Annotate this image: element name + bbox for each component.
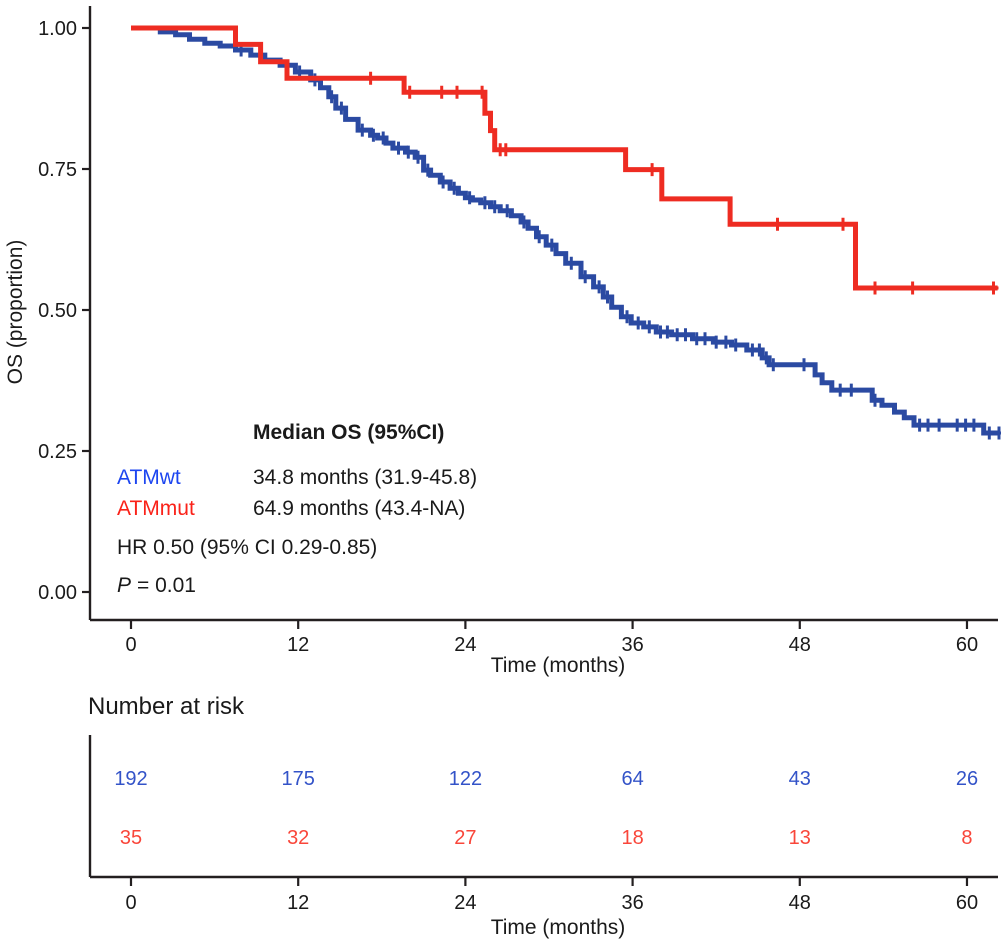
x-tick-label: 48: [789, 634, 811, 656]
risk-table: 0 12 24 36 48 60 Time (months) 192 175 122 64 43 26 3…: [88, 735, 998, 939]
risk-x-axis-title: Time (months): [491, 916, 626, 939]
risk-count-atmwt: 26: [956, 768, 978, 790]
atmmut-series: [131, 25, 999, 295]
atmmut-curve: [131, 25, 998, 291]
risk-count-atmmut: 13: [789, 827, 811, 849]
y-tick-label: 0.50: [38, 300, 77, 322]
risk-x-tick-label: 0: [125, 892, 136, 914]
legend-atmwt-label: ATMwt: [117, 466, 181, 490]
x-tick-label: 12: [287, 634, 309, 656]
risk-count-atmmut: 35: [120, 827, 142, 849]
legend-atmmut-label: ATMmut: [117, 497, 195, 521]
atmmut-median-value: 64.9 months (43.4-NA): [253, 497, 466, 520]
median-os-heading: Median OS (95%CI): [253, 421, 445, 444]
risk-x-tick-label: 36: [621, 892, 643, 914]
y-tick-label: 0.00: [38, 582, 77, 604]
atmwt-label-text: ATMwt: [117, 466, 181, 489]
risk-count-atmmut: 27: [454, 827, 476, 849]
main-axes: 0.00 0.25 0.50 0.75 1.00 0 12 24 36 48 60 Time (mon…: [4, 6, 998, 677]
atmwt-curve: [131, 25, 1001, 436]
y-tick-label: 0.75: [38, 159, 77, 181]
hazard-ratio-text: HR 0.50 (95% CI 0.29-0.85): [117, 536, 378, 559]
x-tick-label: 36: [621, 634, 643, 656]
y-tick-label: 1.00: [38, 18, 77, 40]
p-italic: P: [117, 574, 132, 597]
p-number: = 0.01: [137, 574, 196, 597]
risk-x-tick-label: 48: [789, 892, 811, 914]
atmmut-censor-marks: [365, 71, 999, 295]
atmwt-median-value: 34.8 months (31.9-45.8): [253, 466, 478, 489]
risk-count-atmwt: 64: [621, 768, 643, 790]
risk-count-atmwt: 175: [282, 768, 315, 790]
risk-x-tick-label: 12: [287, 892, 309, 914]
x-tick-label: 24: [454, 634, 476, 656]
atmwt-censor-marks: [236, 43, 1001, 440]
risk-count-atmmut: 32: [287, 827, 309, 849]
x-tick-label: 60: [956, 634, 978, 656]
risk-table-title: Number at risk: [88, 693, 245, 720]
risk-count-atmmut: 18: [621, 827, 643, 849]
y-axis-title: OS (proportion): [4, 240, 27, 385]
risk-count-atmwt: 192: [114, 768, 147, 790]
atmmut-label-text: ATMmut: [117, 497, 195, 520]
risk-count-atmwt: 122: [449, 768, 482, 790]
risk-x-tick-label: 60: [956, 892, 978, 914]
x-axis-title: Time (months): [491, 654, 626, 677]
risk-count-atmwt: 43: [789, 768, 811, 790]
risk-count-atmmut: 8: [961, 827, 972, 849]
p-value-text: P = 0.01: [117, 574, 196, 598]
risk-x-tick-label: 24: [454, 892, 476, 914]
x-tick-label: 0: [125, 634, 136, 656]
atmwt-series: [131, 25, 1001, 440]
y-tick-label: 0.25: [38, 441, 77, 463]
